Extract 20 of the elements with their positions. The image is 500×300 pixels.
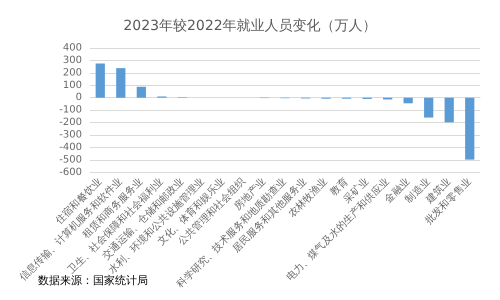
y-tick-label: -400 [59,142,82,153]
y-tick-label: -100 [59,104,82,116]
y-tick-label: -300 [59,129,82,140]
y-tick-label: 200 [62,67,82,78]
chart-title: 2023年较2022年就业人员变化（万人） [123,18,377,34]
bar [136,86,146,98]
y-tick-label: 0 [76,92,82,104]
bar [404,98,413,104]
source-note: 数据来源：国家统计局 [38,274,148,287]
y-tick-label: -600 [59,166,82,178]
y-tick-label: 100 [62,80,82,91]
bar [424,98,434,118]
bar [96,64,105,98]
y-tick-label: -500 [59,154,82,166]
y-tick-label: 400 [62,42,82,54]
bar [116,68,126,98]
y-tick-label: 300 [62,54,82,66]
bar [465,98,474,160]
y-tick-label: -200 [59,117,82,128]
bar [444,98,454,122]
